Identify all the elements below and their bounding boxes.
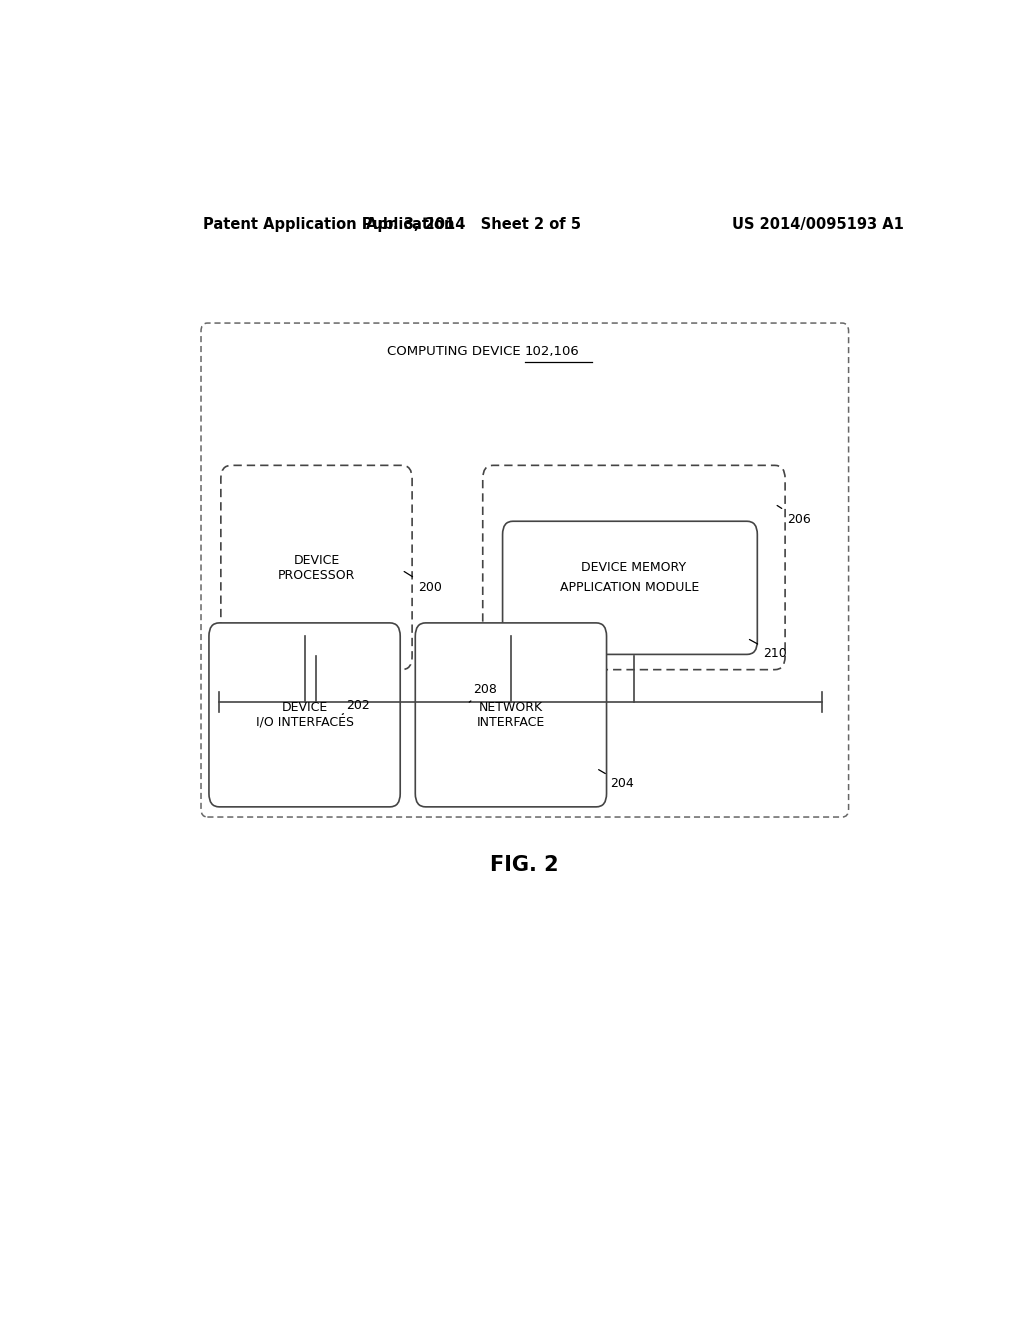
Text: 206: 206 [777,506,810,525]
Text: 102,106: 102,106 [524,345,580,358]
Text: 200: 200 [404,572,441,594]
Text: 208: 208 [469,684,497,702]
Text: APPLICATION MODULE: APPLICATION MODULE [560,581,699,594]
FancyBboxPatch shape [221,466,412,669]
FancyBboxPatch shape [416,623,606,807]
FancyBboxPatch shape [201,323,849,817]
Text: 210: 210 [750,639,786,660]
Text: US 2014/0095193 A1: US 2014/0095193 A1 [732,216,904,232]
Text: 204: 204 [599,770,634,789]
Text: FIG. 2: FIG. 2 [490,855,559,875]
Text: Patent Application Publication: Patent Application Publication [204,216,455,232]
Text: 202: 202 [342,698,370,714]
FancyBboxPatch shape [482,466,785,669]
FancyBboxPatch shape [503,521,758,655]
Text: COMPUTING DEVICE: COMPUTING DEVICE [387,345,524,358]
Text: DEVICE
PROCESSOR: DEVICE PROCESSOR [278,553,355,582]
Text: DEVICE MEMORY: DEVICE MEMORY [582,561,686,574]
Text: NETWORK
INTERFACE: NETWORK INTERFACE [477,701,545,729]
FancyBboxPatch shape [209,623,400,807]
Text: Apr. 3, 2014   Sheet 2 of 5: Apr. 3, 2014 Sheet 2 of 5 [366,216,581,232]
Text: DEVICE
I/O INTERFACES: DEVICE I/O INTERFACES [256,701,353,729]
